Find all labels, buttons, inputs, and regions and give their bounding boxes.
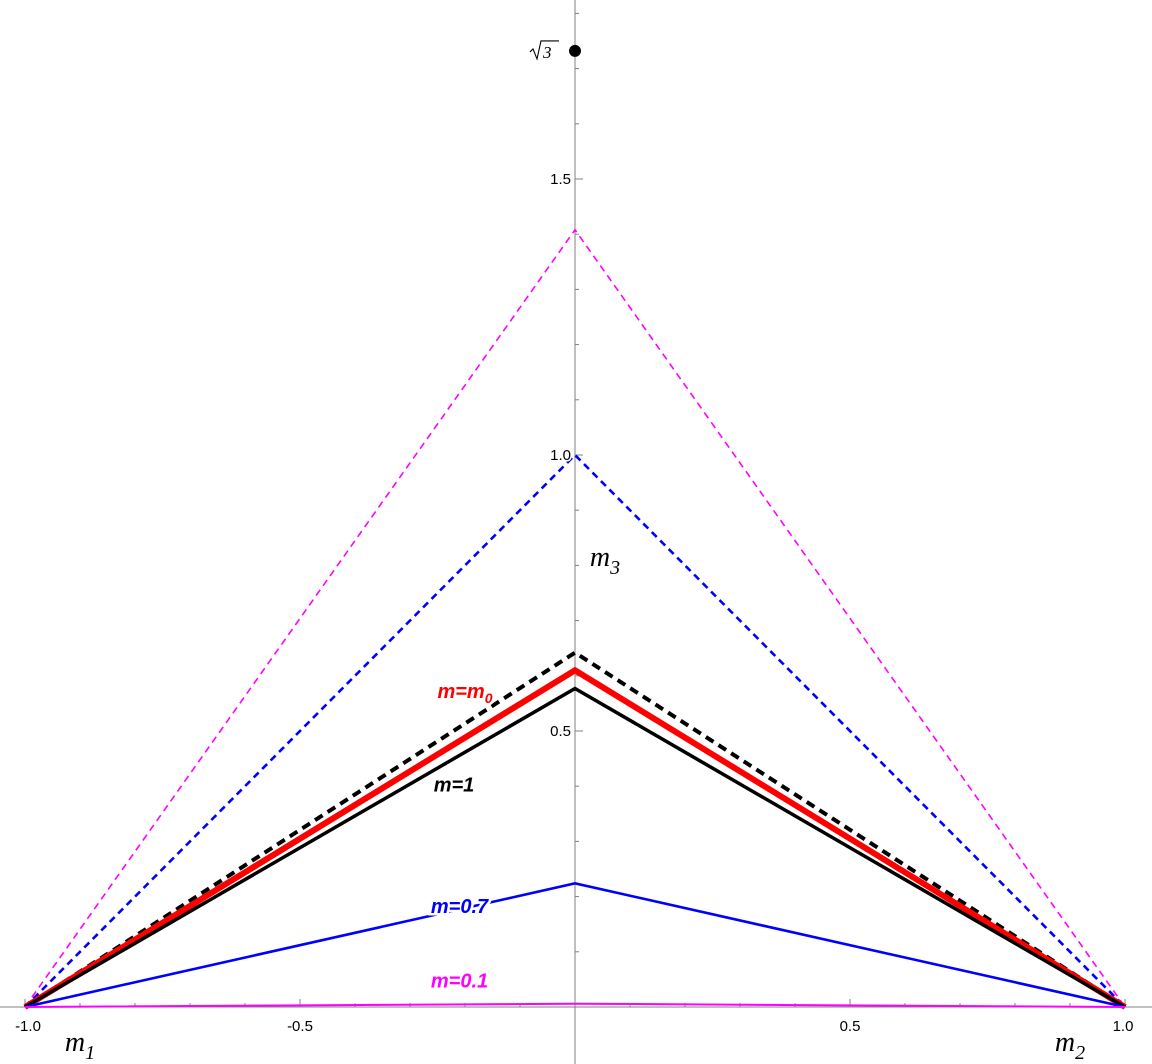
mass-label-m2: m2 bbox=[1055, 1027, 1085, 1064]
mass-label-m3: m3 bbox=[590, 542, 620, 579]
series-line-5 bbox=[24, 882, 1126, 1009]
x-tick-label: 1.0 bbox=[1113, 1018, 1134, 1035]
sqrt3-radicand: 3 bbox=[542, 43, 552, 62]
y-tick-label: 1.0 bbox=[550, 447, 571, 464]
y-tick-label: 1.5 bbox=[550, 171, 571, 188]
series-label-4: m=1 bbox=[434, 775, 475, 797]
series-line-4 bbox=[24, 686, 1126, 1009]
label-layer: m=m0 m=1 m=0.7 m=0.1 -1.0 -0.5 0.5 1.0 0.5 1.0 1.5… bbox=[15, 40, 1134, 1064]
series-line-1 bbox=[24, 453, 1126, 1008]
series-label-3: m=m0 bbox=[437, 681, 492, 706]
mass-label-m1: m1 bbox=[65, 1027, 95, 1064]
series-layer bbox=[23, 228, 1127, 1010]
x-tick-label: -0.5 bbox=[287, 1018, 313, 1035]
series-line-2 bbox=[23, 650, 1127, 1009]
x-tick-label: 0.5 bbox=[840, 1018, 861, 1035]
series-line-0 bbox=[24, 228, 1126, 1008]
sqrt-symbol bbox=[529, 40, 559, 61]
series-line-6 bbox=[24, 1002, 1126, 1008]
series-label-6: m=0.1 bbox=[431, 971, 488, 993]
series-line-3 bbox=[23, 666, 1127, 1010]
sqrt3-label: 3 bbox=[529, 40, 559, 62]
series-label-5: m=0.7 bbox=[431, 896, 489, 918]
x-tick-label: -1.0 bbox=[15, 1018, 41, 1035]
sqrt3-point bbox=[569, 44, 581, 57]
y-tick-label: 0.5 bbox=[550, 723, 571, 740]
